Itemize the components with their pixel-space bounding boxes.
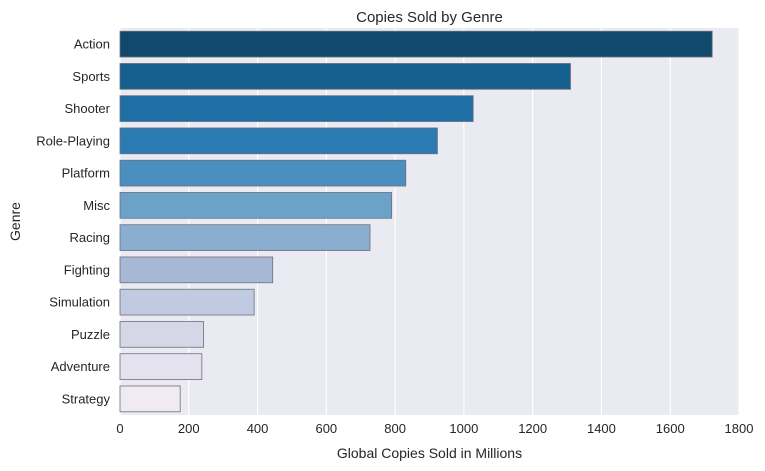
x-tick-label: 1800 — [725, 421, 754, 436]
y-tick-label: Platform — [62, 166, 110, 181]
x-tick-labels: 0 200 400 600 800 1000 1200 1400 1600 1800 — [116, 421, 753, 436]
y-tick-label: Shooter — [64, 101, 110, 116]
bar-role-playing — [119, 127, 438, 155]
y-tick-label: Action — [74, 37, 110, 52]
y-tick-label: Role-Playing — [36, 133, 110, 148]
x-tick-label: 400 — [247, 421, 269, 436]
bar-racing — [119, 224, 371, 251]
chart-title: Copies Sold by Genre — [356, 9, 503, 26]
bar-puzzle — [119, 321, 204, 348]
x-tick-label: 1000 — [449, 421, 478, 436]
x-tick-label: 1400 — [587, 421, 616, 436]
bar-strategy — [119, 385, 181, 413]
y-tick-label: Simulation — [49, 295, 110, 310]
x-tick-label: 600 — [315, 421, 337, 436]
plot-area — [120, 28, 739, 415]
bar-simulation — [119, 288, 255, 316]
x-tick-label: 1200 — [518, 421, 547, 436]
x-tick-label: 800 — [384, 421, 406, 436]
bar-fighting — [119, 256, 274, 284]
x-tick-label: 1600 — [656, 421, 685, 436]
bar-platform — [119, 159, 407, 187]
y-tick-labels: Action Sports Shooter Role-Playing Platform M… — [36, 37, 110, 407]
y-tick-label: Fighting — [64, 262, 110, 277]
bar-shooter — [119, 95, 474, 122]
bar-misc — [119, 192, 393, 219]
y-tick-label: Misc — [83, 198, 110, 213]
bar-sports — [119, 63, 571, 90]
y-tick-label: Sports — [72, 69, 110, 84]
y-tick-label: Adventure — [51, 359, 110, 374]
bars — [119, 30, 713, 413]
y-tick-label: Strategy — [62, 391, 111, 406]
bar-action — [119, 30, 713, 58]
x-tick-label: 200 — [178, 421, 200, 436]
x-axis-label: Global Copies Sold in Millions — [337, 445, 522, 461]
gridlines — [119, 28, 740, 415]
y-tick-label: Racing — [70, 230, 110, 245]
y-axis-label: Genre — [7, 202, 23, 241]
x-tick-label: 0 — [116, 421, 123, 436]
y-tick-label: Puzzle — [71, 327, 110, 342]
bar-adventure — [119, 353, 203, 380]
